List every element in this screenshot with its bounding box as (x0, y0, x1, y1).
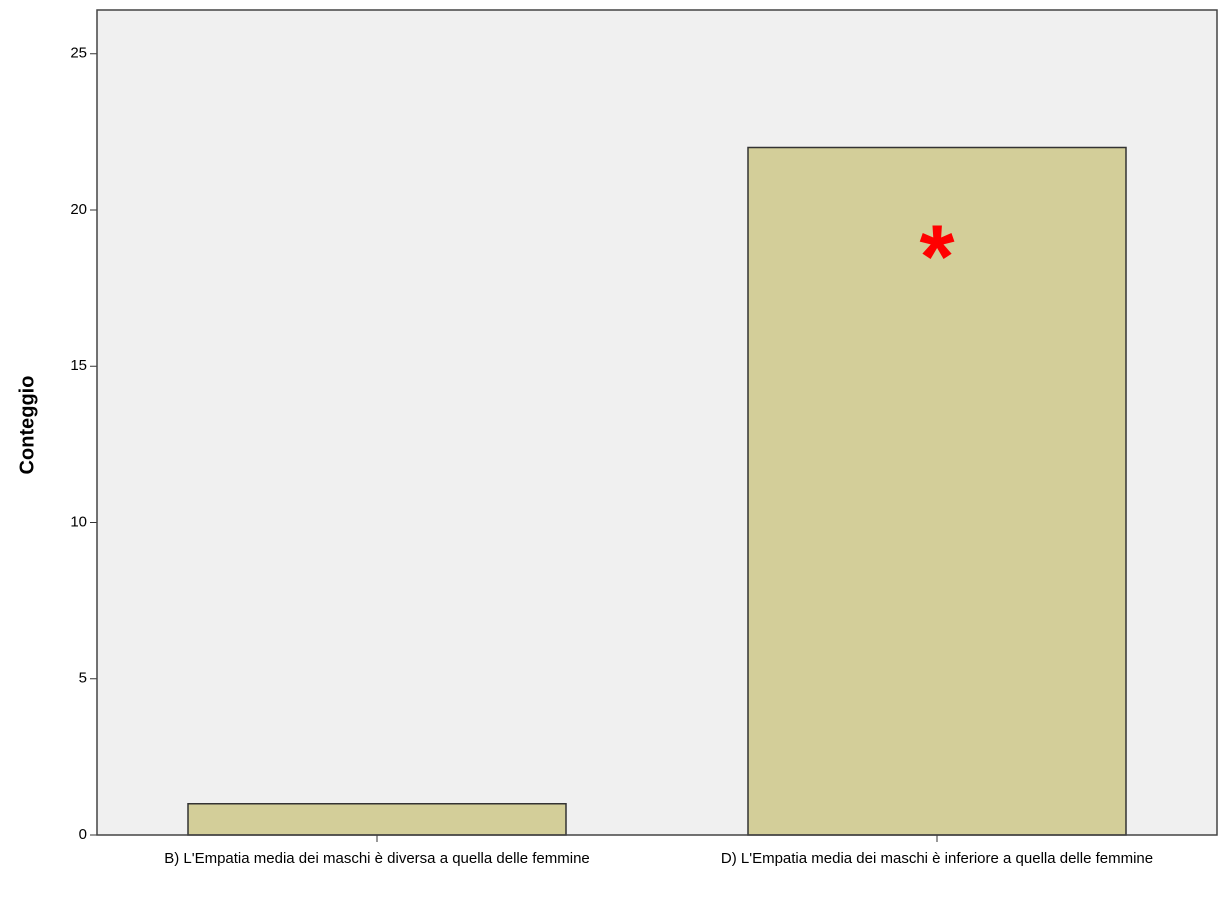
x-tick-label: B) L'Empatia media dei maschi è diversa … (164, 850, 590, 867)
annotation: * (919, 208, 954, 308)
y-tick-label: 10 (70, 513, 87, 530)
bar (747, 146, 1127, 836)
y-tick-label: 5 (79, 670, 87, 687)
y-axis-label: Conteggio (16, 376, 38, 475)
y-tick-label: 25 (70, 45, 87, 62)
plot-border (96, 9, 1218, 836)
y-tick-label: 20 (70, 201, 87, 218)
y-tick-label: 15 (70, 357, 87, 374)
y-tick-label: 0 (79, 826, 87, 843)
x-tick-label: D) L'Empatia media dei maschi è inferior… (720, 850, 1154, 867)
bar (187, 803, 567, 836)
